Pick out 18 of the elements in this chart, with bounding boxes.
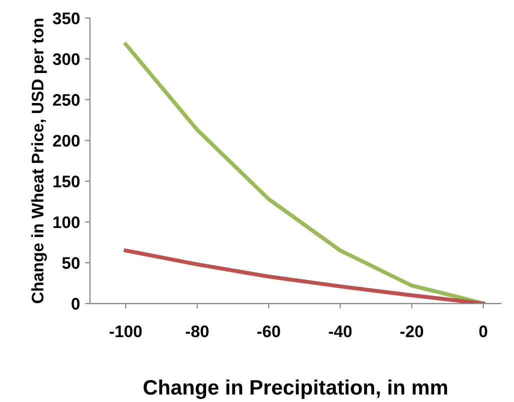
y-tick-label: 350 [52, 12, 80, 24]
x-axis-title: Change in Precipitation, in mm [144, 379, 448, 399]
y-tick-label: 200 [53, 134, 80, 147]
y-tick-label: 100 [53, 216, 80, 228]
x-tick-label: 0 [479, 325, 488, 338]
x-tick-label: -40 [328, 325, 352, 338]
y-tick-label: 150 [53, 176, 80, 188]
y-tick-label: 250 [53, 94, 80, 106]
x-tick-label: -60 [257, 325, 280, 338]
x-tick-label: -20 [400, 325, 424, 338]
line-series [124, 248, 486, 304]
y-tick-label: 50 [62, 257, 80, 269]
y-tick-label: 0 [72, 298, 80, 310]
y-tick-label: 300 [52, 53, 80, 66]
line-series [124, 42, 486, 304]
y-axis-title: Change in Wheat Price, USD per ton [31, 18, 47, 304]
x-tick-label: -100 [110, 325, 142, 338]
x-tick-label: -80 [186, 325, 209, 338]
